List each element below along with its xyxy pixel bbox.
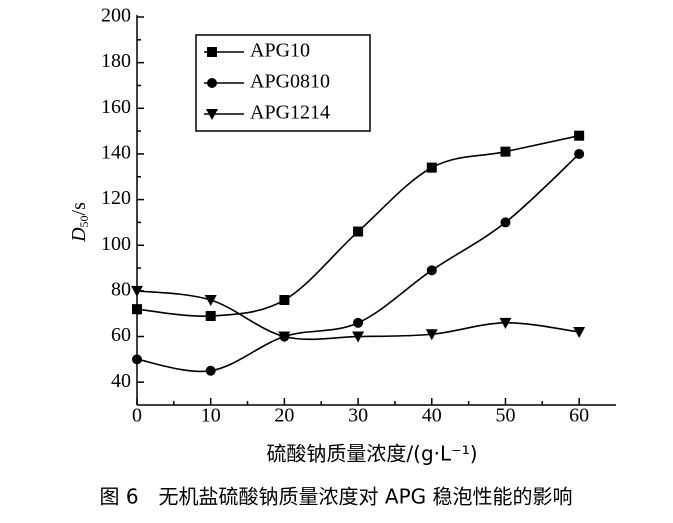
y-tick-label: 40 xyxy=(111,370,131,392)
legend-marker xyxy=(207,47,217,57)
y-tick-label: 60 xyxy=(111,324,131,346)
data-point xyxy=(132,354,142,365)
data-point xyxy=(353,226,364,237)
x-axis-label: 硫酸钠质量浓度/(g·L⁻¹) xyxy=(266,442,477,466)
legend-label: APG1214 xyxy=(250,102,330,124)
data-point xyxy=(573,326,586,338)
caption: 图 6 无机盐硫酸钠质量浓度对 APG 稳泡性能的影响 xyxy=(99,485,572,509)
y-tick-label: 180 xyxy=(101,50,131,72)
data-point xyxy=(426,162,437,173)
data-point xyxy=(574,130,585,141)
data-point xyxy=(353,317,364,328)
x-tick-label: 50 xyxy=(495,405,515,427)
data-point xyxy=(205,310,216,321)
x-tick-label: 40 xyxy=(422,405,442,427)
legend-label: APG0810 xyxy=(250,71,330,93)
legend-marker xyxy=(206,109,218,120)
x-tick-label: 30 xyxy=(348,405,368,427)
y-label-main: D xyxy=(68,227,90,243)
data-point xyxy=(278,331,291,343)
legend-marker xyxy=(207,78,217,88)
x-tick-label: 20 xyxy=(274,405,294,427)
data-point xyxy=(499,317,512,329)
data-point xyxy=(352,331,365,343)
data-point xyxy=(204,295,217,307)
data-point xyxy=(132,304,142,315)
y-label-unit: /s xyxy=(68,202,90,216)
data-point xyxy=(205,365,216,376)
x-tick-label: 10 xyxy=(201,405,221,427)
data-point xyxy=(426,265,437,276)
data-point xyxy=(500,146,511,157)
y-tick-label: 140 xyxy=(101,142,131,164)
legend-label: APG10 xyxy=(250,40,310,62)
y-tick-label: 120 xyxy=(101,187,131,209)
y-tick-label: 100 xyxy=(101,233,131,255)
y-tick-label: 80 xyxy=(111,278,131,300)
y-axis-label: D50/s xyxy=(68,202,91,243)
data-point xyxy=(500,217,511,228)
x-tick-label: 0 xyxy=(132,405,142,427)
series-line xyxy=(136,134,580,317)
x-tick-label: 60 xyxy=(569,405,589,427)
data-point xyxy=(574,148,585,159)
data-point xyxy=(425,329,438,341)
data-point xyxy=(279,295,290,306)
y-label-sub: 50 xyxy=(77,215,91,227)
y-tick-label: 200 xyxy=(101,5,131,27)
data-point xyxy=(131,285,143,297)
y-tick-label: 160 xyxy=(101,96,131,118)
